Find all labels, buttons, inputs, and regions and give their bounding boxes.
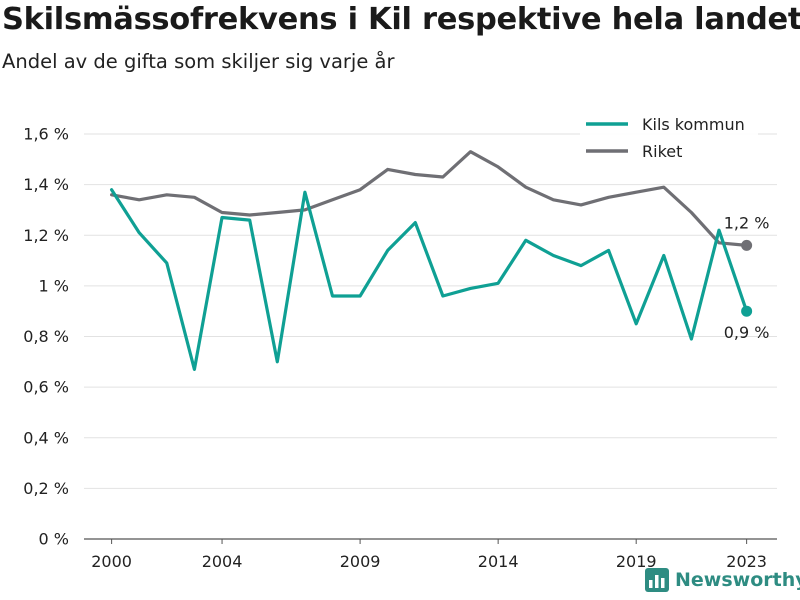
brand-name: Newsworthy xyxy=(675,569,800,591)
y-tick-label: 1,6 % xyxy=(23,125,69,144)
y-axis-ticks: 0 % 0,2 % 0,4 % 0,6 % 0,8 % 1 % 1,2 % 1,4 % 1,6 … xyxy=(23,125,69,549)
end-point-kils-kommun xyxy=(741,305,753,317)
legend-background xyxy=(580,112,758,170)
legend: Kils kommun Riket xyxy=(580,112,758,170)
series-line-riket xyxy=(109,150,749,247)
x-tick-label: 2019 xyxy=(616,552,657,571)
end-label-kil: 0,9 % xyxy=(724,323,770,342)
y-tick-label: 0,4 % xyxy=(23,428,69,447)
x-tick-label: 2014 xyxy=(478,552,519,571)
x-axis-ticks: 2000 2004 2009 2014 2019 2023 xyxy=(91,539,767,571)
y-tick-label: 0 % xyxy=(39,530,69,549)
y-tick-label: 1,4 % xyxy=(23,175,69,194)
y-tick-label: 1,2 % xyxy=(23,226,69,245)
x-tick-label: 2000 xyxy=(91,552,132,571)
x-tick-label: 2004 xyxy=(202,552,243,571)
y-tick-label: 0,8 % xyxy=(23,327,69,346)
y-tick-label: 0,6 % xyxy=(23,378,69,397)
chart-title: Skilsmässofrekvens i Kil respektive hela… xyxy=(2,2,800,37)
end-points xyxy=(741,239,753,317)
chart-subtitle: Andel av de gifta som skiljer sig varje … xyxy=(2,50,395,73)
end-label-riket: 1,2 % xyxy=(724,213,770,232)
legend-label-kil: Kils kommun xyxy=(642,115,745,134)
legend-label-riket: Riket xyxy=(642,142,682,161)
end-point-riket xyxy=(741,239,753,251)
y-tick-label: 1 % xyxy=(39,276,69,295)
x-tick-label: 2023 xyxy=(726,552,767,571)
series-line-kils-kommun xyxy=(109,188,749,371)
x-tick-label: 2009 xyxy=(340,552,381,571)
y-tick-label: 0,2 % xyxy=(23,479,69,498)
bar-chart-logo-icon xyxy=(645,568,669,592)
series-lines xyxy=(109,150,749,371)
newsworthy-logo: Newsworthy xyxy=(645,568,800,592)
